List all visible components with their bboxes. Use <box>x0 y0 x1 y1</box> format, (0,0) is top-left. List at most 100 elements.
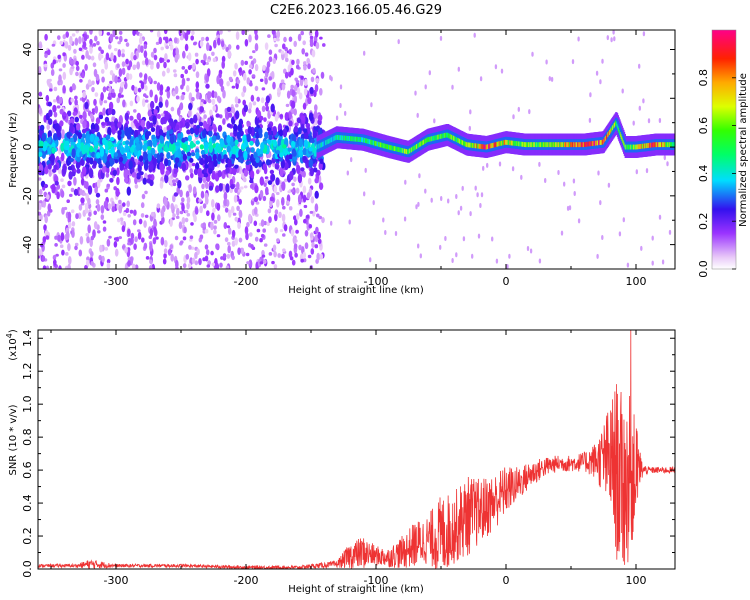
spectrogram-noise-cell <box>588 117 592 123</box>
spectrogram-noise-cell <box>344 110 347 116</box>
spectrogram-noise-cell <box>227 50 231 58</box>
spectrogram-noise-cell <box>206 264 211 268</box>
spectrogram-noise-cell <box>117 78 122 83</box>
spectrogram-noise-cell <box>110 52 114 61</box>
spectrogram-cell <box>258 127 263 136</box>
spectrogram-cell <box>255 157 260 163</box>
spectrogram-noise-cell <box>137 229 141 233</box>
spectrogram-noise-cell <box>93 210 97 216</box>
spectrogram-noise-cell <box>205 196 209 205</box>
spectrogram-noise-cell <box>213 229 217 235</box>
spectrogram-noise-cell <box>223 191 228 201</box>
spectrogram-noise-cell <box>144 57 149 66</box>
spectrogram-noise-cell <box>538 258 542 264</box>
spectrogram-noise-cell <box>233 194 238 203</box>
spectrogram-cell <box>38 156 41 164</box>
spectrogram-noise-cell <box>668 229 672 235</box>
spectrogram-noise-cell <box>50 62 55 69</box>
spectrogram-noise-cell <box>48 209 53 213</box>
spectrogram-cell <box>109 177 114 183</box>
spectrogram-cell <box>101 121 106 126</box>
spectrogram-cell <box>208 130 213 137</box>
spectrogram-cell <box>43 183 49 189</box>
spectrogram-noise-cell <box>118 236 122 240</box>
spectrogram-cell <box>133 119 138 125</box>
spectrogram-cell <box>107 126 112 137</box>
spectrogram-cell <box>309 167 315 177</box>
spectrogram-noise-cell <box>129 209 134 214</box>
spectrogram-noise-cell <box>143 220 147 228</box>
spectrogram-noise-cell <box>81 72 85 79</box>
spectrogram-noise-cell <box>241 30 245 36</box>
spectrogram-noise-cell <box>528 109 531 115</box>
spectrogram-noise-cell <box>173 73 178 78</box>
spectrogram-noise-cell <box>215 243 219 250</box>
spectrogram-cell <box>308 146 313 152</box>
spectrogram-cell <box>121 154 127 165</box>
spectrogram-noise-cell <box>254 236 259 242</box>
spectrogram-noise-cell <box>202 177 207 184</box>
spectrogram-noise-cell <box>98 46 102 52</box>
x-tick-label: -200 <box>234 574 259 587</box>
spectrogram-cell <box>95 192 101 198</box>
x-tick-label: -100 <box>364 275 389 288</box>
spectrogram-noise-cell <box>281 253 285 259</box>
spectrogram-noise-cell <box>302 251 307 259</box>
spectrogram-noise-cell <box>573 191 576 196</box>
spectrogram-noise-cell <box>480 192 484 198</box>
spectrogram-cell <box>200 149 206 155</box>
spectrogram-noise-cell <box>295 64 300 70</box>
spectrogram-cell <box>194 127 199 136</box>
spectrogram-noise-cell <box>348 219 351 225</box>
spectrogram-noise-cell <box>38 211 42 216</box>
snr-plot-area <box>38 330 675 569</box>
spectrogram-noise-cell <box>137 87 142 93</box>
spectrogram-noise-cell <box>283 224 288 232</box>
spectrogram-noise-cell <box>206 91 211 101</box>
spectrogram-noise-cell <box>143 50 148 59</box>
spectrogram-noise-cell <box>117 49 122 58</box>
spectrogram-noise-cell <box>209 109 213 116</box>
spectrogram-noise-cell <box>300 75 304 80</box>
spectrogram-noise-cell <box>89 46 93 54</box>
spectrogram-noise-cell <box>640 245 643 251</box>
spectrogram-cell <box>39 140 44 148</box>
spectrogram-noise-cell <box>469 109 472 115</box>
spectrogram-noise-cell <box>128 73 133 80</box>
spectrogram-cell <box>95 117 101 125</box>
spectrogram-cell <box>148 139 153 148</box>
spectrogram-noise-cell <box>260 219 265 227</box>
spectrogram-noise-cell <box>272 57 277 64</box>
spectrogram-noise-cell <box>66 199 70 203</box>
spectrogram-cell <box>215 113 220 118</box>
spectrogram-noise-cell <box>229 188 233 194</box>
spectrogram-noise-cell <box>141 60 146 66</box>
spectrogram-cell <box>262 163 267 171</box>
spectrogram-noise-cell <box>613 36 616 42</box>
spectrogram-cell <box>186 129 191 135</box>
spectrogram-cell <box>275 177 280 186</box>
spectrogram-noise-cell <box>245 30 250 33</box>
spectrogram-noise-cell <box>188 184 192 193</box>
spectrogram-cell <box>71 148 76 159</box>
spectrogram-noise-cell <box>93 221 98 230</box>
spectrogram-noise-cell <box>116 63 120 69</box>
spectrogram-noise-cell <box>227 241 231 246</box>
spectrogram-cell <box>115 187 120 197</box>
spectrogram-noise-cell <box>276 238 280 243</box>
spectrogram-noise-cell <box>85 232 90 237</box>
spectrogram-noise-cell <box>300 170 305 177</box>
spectrogram-cell <box>80 197 85 204</box>
spectrogram-noise-cell <box>77 213 82 219</box>
spectrogram-noise-cell <box>276 30 281 39</box>
spectrogram-noise-cell <box>140 202 145 209</box>
spectrogram-noise-cell <box>318 215 323 220</box>
spectrogram-cell <box>177 132 182 139</box>
spectrogram-cell <box>126 132 132 140</box>
spectrogram-cell <box>105 134 111 140</box>
spectrogram-noise-cell <box>39 189 43 196</box>
spectrogram-cell <box>245 160 250 166</box>
spectrogram-noise-cell <box>143 73 148 81</box>
spectrogram-cell <box>110 137 115 142</box>
x-tick-label: -300 <box>104 275 129 288</box>
